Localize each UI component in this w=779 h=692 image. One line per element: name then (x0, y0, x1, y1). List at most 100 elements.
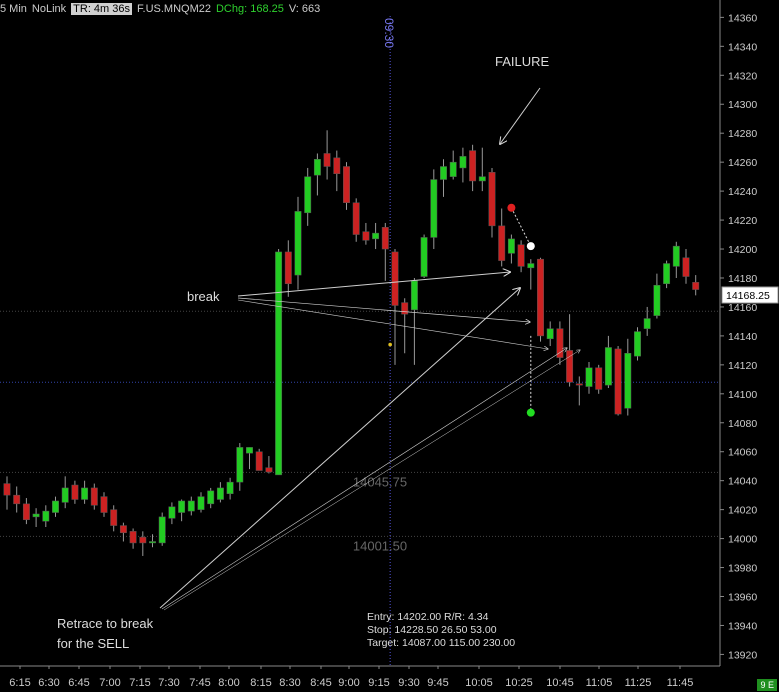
time-tick-label: 9:00 (338, 677, 359, 689)
last-price-box (721, 286, 779, 304)
grid-levels: 14045.75 14001.50 (0, 310, 720, 553)
bullish-candle (197, 496, 205, 510)
bearish-candle (498, 225, 506, 261)
bullish-candle (158, 516, 166, 544)
time-tick-label: 6:45 (68, 677, 89, 689)
bearish-candle (3, 483, 11, 496)
time-tick-label: 7:15 (129, 677, 150, 689)
break-label: break (187, 289, 220, 304)
trade-target-text: Target: 14087.00 115.00 230.00 (367, 637, 515, 649)
session-marker: 09:30 (382, 16, 396, 666)
bullish-candle (178, 500, 186, 513)
volume-label: V: 663 (288, 3, 321, 15)
bearish-candle (323, 153, 331, 167)
time-tick-label: 7:45 (189, 677, 210, 689)
time-tick-label: 6:15 (9, 677, 30, 689)
level-label: 14001.50 (353, 538, 407, 553)
time-tick-label: 11:25 (625, 677, 652, 689)
bearish-candle (692, 282, 700, 290)
bullish-candle (527, 263, 535, 269)
price-tick-label: 14360 (728, 12, 757, 24)
retrace-arrow (159, 288, 520, 609)
failure-label: FAILURE (495, 54, 550, 69)
bearish-candle (119, 525, 127, 534)
bullish-candle (304, 176, 312, 214)
interval-label[interactable]: 5 Min (0, 3, 27, 15)
price-tick-label: 13960 (728, 592, 757, 604)
retrace-label: Retrace to break (57, 616, 154, 631)
bullish-candle (42, 510, 50, 522)
price-tick-label: 13940 (728, 620, 757, 632)
link-label[interactable]: NoLink (31, 3, 67, 15)
price-tick-label: 14320 (728, 70, 757, 82)
bearish-candle (352, 202, 360, 235)
price-tick-label: 14180 (728, 273, 757, 285)
bullish-candle (507, 238, 515, 254)
retrace-arrow (161, 348, 567, 610)
price-tick-label: 14280 (728, 128, 757, 140)
time-tick-label: 8:00 (218, 677, 239, 689)
price-tick-label: 13980 (728, 563, 757, 575)
break-arrow (237, 299, 548, 349)
bullish-candle (459, 156, 467, 169)
bullish-candle (604, 347, 612, 386)
time-tick-label: 10:25 (505, 677, 533, 689)
time-tick-label: 9:15 (368, 677, 389, 689)
time-tick-label: 11:05 (586, 677, 613, 689)
corner-badge[interactable]: 9 E (757, 679, 777, 691)
price-tick-label: 14060 (728, 447, 757, 459)
price-tick-label: 14100 (728, 389, 757, 401)
stop-entry-link (510, 207, 532, 247)
bullish-candle (585, 367, 593, 387)
price-tick-label: 14140 (728, 331, 757, 343)
bearish-candle (381, 227, 389, 250)
price-tick-label: 14160 (728, 302, 757, 314)
price-tick-label: 13920 (728, 649, 757, 661)
bullish-candle (168, 506, 176, 519)
bearish-candle (255, 451, 263, 471)
candle-series (3, 130, 700, 556)
bearish-candle (575, 383, 583, 386)
bearish-candle (391, 251, 399, 306)
bearish-candle (100, 496, 108, 513)
time-tick-label: 10:05 (465, 677, 493, 689)
bearish-candle (22, 503, 30, 521)
time-tick-label: 8:15 (250, 677, 271, 689)
time-tick-label: 8:45 (310, 677, 331, 689)
bullish-candle (653, 284, 661, 316)
bullish-candle (52, 500, 59, 513)
price-tick-label: 14300 (728, 99, 757, 111)
time-tick-label: 6:30 (38, 677, 59, 689)
trade-stop-text: Stop: 14228.50 26.50 53.00 (367, 624, 497, 636)
bullish-candle (236, 447, 244, 483)
bullish-candle (440, 166, 447, 180)
symbol-label[interactable]: F.US.MNQM22 (137, 3, 211, 15)
bullish-candle (372, 232, 380, 240)
bearish-candle (284, 251, 292, 285)
price-tick-label: 14040 (728, 476, 757, 488)
bullish-candle (672, 245, 680, 267)
price-tick-label: 14120 (728, 360, 757, 372)
bullish-candle (449, 161, 457, 177)
bearish-candle (13, 494, 21, 505)
bullish-candle (216, 487, 224, 500)
break-arrow (237, 297, 530, 322)
time-tick-label: 11:45 (667, 677, 694, 689)
bearish-candle (469, 150, 477, 182)
bullish-candle (246, 447, 253, 454)
time-tick-label: 7:30 (158, 677, 179, 689)
retrace-arrow (163, 350, 580, 611)
retrace-label: for the SELL (57, 636, 129, 651)
target-marker (526, 408, 535, 417)
bullish-candle (275, 251, 283, 476)
bullish-candle (634, 331, 641, 357)
bearish-candle (71, 484, 79, 500)
bullish-candle (61, 487, 69, 503)
bearish-candle (517, 244, 525, 267)
session-label: 09:30 (382, 18, 396, 48)
price-axis: 13920 13940 13960 13980 14000 14020 14040 14060… (719, 0, 779, 666)
time-tick-label: 9:30 (398, 677, 419, 689)
bearish-candle (333, 157, 341, 174)
bearish-candle (265, 467, 273, 473)
